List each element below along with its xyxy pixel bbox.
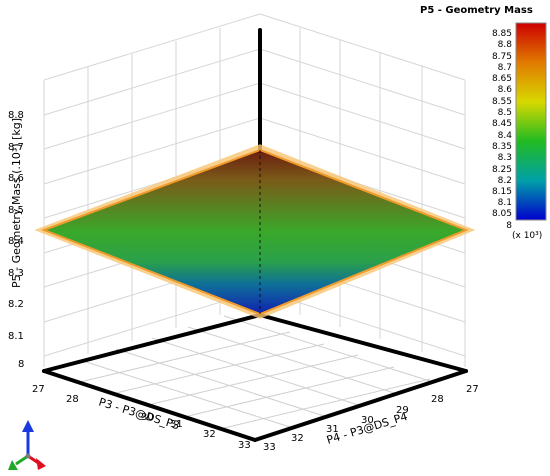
grid-line [187, 326, 395, 394]
x-tick-label: 27 [32, 384, 45, 395]
y-axis-line [258, 313, 468, 373]
y-tick-labels: 27 28 29 30 31 32 33 [263, 384, 479, 453]
legend-tick-label: 8.55 [492, 97, 512, 107]
x-tick-label: 30 [141, 412, 154, 423]
x-tick-label: 28 [66, 394, 79, 405]
x-tick-label: 31 [170, 419, 183, 430]
y-tick-label: 29 [396, 405, 409, 416]
z-tick-label: 8.5 [8, 205, 24, 216]
grid-line [259, 82, 466, 150]
orientation-triad-icon [8, 420, 46, 470]
legend-multiplier: (x 10³) [512, 231, 542, 241]
legend-tick-label: 8.35 [492, 142, 512, 152]
x-tick-label: 33 [238, 440, 251, 451]
legend-tick-label: 8.05 [492, 209, 512, 219]
legend-tick-label: 8.8 [498, 40, 513, 50]
legend-tick-label: 8.75 [492, 52, 512, 62]
grid-line [115, 348, 325, 417]
x-tick-labels: 27 28 30 31 32 33 [32, 384, 251, 451]
y-tick-label: 28 [431, 394, 444, 405]
legend-tick-label: 8.4 [498, 131, 513, 141]
legend-tick-label: 8.15 [492, 187, 512, 197]
legend-tick-labels: 8.85 8.8 8.75 8.7 8.65 8.6 8.55 8.5 8.45… [492, 29, 512, 231]
front-edge-right [253, 369, 468, 442]
x-axis-line [42, 313, 262, 373]
grid-line [259, 117, 466, 185]
grid-line [79, 331, 291, 383]
legend-tick-label: 8 [506, 221, 512, 231]
grid-line [79, 359, 291, 428]
z-tick-label: 8.1 [8, 331, 24, 342]
legend-tick-label: 8.85 [492, 29, 512, 39]
y-tick-label: 30 [361, 415, 374, 426]
y-tick-label: 27 [466, 384, 479, 395]
x-tick-label: 32 [203, 429, 216, 440]
legend-tick-label: 8.1 [498, 198, 512, 208]
grid-line [151, 354, 359, 405]
z-tick-label: 8.6 [8, 173, 24, 184]
grid-line [43, 82, 261, 150]
z-tick-label: 8.2 [8, 299, 24, 310]
surface [41, 148, 469, 316]
legend-tick-label: 8.6 [498, 85, 513, 95]
z-tick-label: 8.8 [8, 110, 24, 121]
front-edge-left [42, 369, 257, 442]
legend-tick-label: 8.3 [498, 153, 512, 163]
z-tick-label: 8 [18, 359, 24, 370]
z-tick-label: 8.4 [8, 236, 24, 247]
z-tick-label: 8.7 [8, 142, 24, 153]
floor-grid [79, 315, 431, 429]
grid-line [43, 48, 261, 116]
legend: P5 - Geometry Mass 8.85 8.8 8.75 8.7 8.6… [420, 5, 547, 241]
z-axis-label: P5 - Geometry Mass (.10³) [kg] [10, 118, 23, 288]
legend-title: P5 - Geometry Mass [420, 5, 533, 16]
grid-line [223, 378, 431, 429]
y-tick-label: 33 [263, 442, 276, 453]
grid-line [43, 117, 261, 185]
grid-line [259, 13, 466, 81]
legend-tick-label: 8.25 [492, 165, 512, 175]
y-tick-label: 31 [326, 424, 339, 435]
y-tick-label: 32 [291, 433, 304, 444]
legend-tick-label: 8.45 [492, 119, 512, 129]
grid-line [151, 337, 359, 406]
grid-line [115, 343, 325, 394]
grid-line [259, 48, 466, 116]
legend-colorbar [515, 22, 547, 221]
grid-line [187, 366, 395, 417]
legend-tick-label: 8.2 [498, 176, 512, 186]
legend-tick-label: 8.5 [498, 108, 512, 118]
legend-tick-label: 8.7 [498, 63, 512, 73]
z-tick-label: 8.3 [8, 268, 24, 279]
grid-line [43, 13, 261, 81]
legend-tick-label: 8.65 [492, 74, 512, 84]
grid-line [223, 315, 431, 382]
z-tick-labels: 8.8 8.7 8.6 8.5 8.4 8.3 8.2 8.1 8 [8, 110, 24, 370]
